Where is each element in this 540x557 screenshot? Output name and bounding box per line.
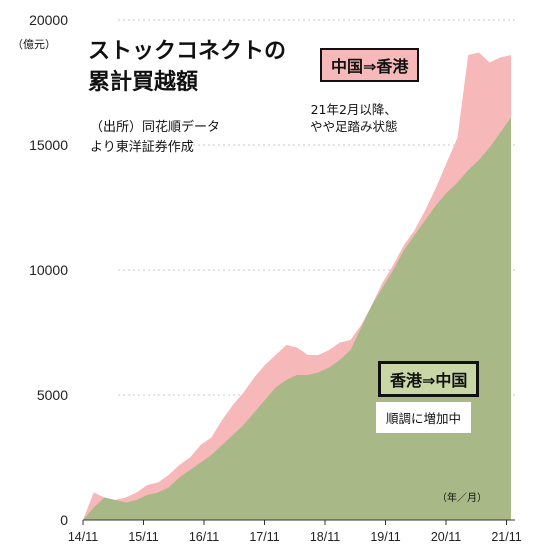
x-axis-unit: （年／月） (437, 493, 487, 504)
x-tick-label: 15/11 (128, 530, 158, 544)
y-tick-label: 5000 (37, 387, 68, 403)
x-tick-label: 19/11 (370, 530, 400, 544)
source-note: （出所）同花順データ より東洋証券作成 (90, 118, 220, 158)
y-tick-label: 0 (60, 512, 68, 528)
legend-hongkong-to-china: 香港⇒中国 (378, 361, 480, 397)
x-tick-labels: 14/11 15/11 16/11 17/11 18/11 19/11 20/11 21/11 (68, 520, 522, 544)
chart-title-line-2: 累計買越額 (88, 70, 199, 95)
annotation-line-2: やや足踏み状態 (310, 119, 398, 134)
source-note-line-2: より東洋証券作成 (90, 140, 194, 155)
chart-title-line-1: ストックコネクトの (88, 39, 287, 64)
x-tick-label: 20/11 (431, 530, 461, 544)
x-tick-label: 14/11 (68, 530, 98, 544)
annotation-hongkong-to-china: 順調に増加中 (376, 402, 472, 433)
y-tick-label: 10000 (29, 262, 68, 278)
chart-title: ストックコネクトの 累計買越額 (88, 36, 286, 98)
y-tick-label: 15000 (29, 137, 68, 153)
y-tick-label: 20000 (29, 12, 68, 28)
source-note-line-1: （出所）同花順データ (90, 120, 221, 135)
y-axis-unit: （億元） (12, 38, 56, 51)
x-tick-label: 16/11 (189, 530, 219, 544)
annotation-china-to-hongkong: 21年2月以降、 やや足踏み状態 (310, 101, 398, 135)
legend-china-to-hongkong: 中国⇒香港 (320, 48, 420, 82)
x-tick-label: 18/11 (310, 530, 340, 544)
x-tick-label: 17/11 (249, 530, 279, 544)
y-tick-labels: 0 5000 10000 15000 20000 (29, 12, 68, 528)
annotation-line-1: 21年2月以降、 (310, 102, 397, 117)
x-tick-label: 21/11 (491, 530, 521, 544)
